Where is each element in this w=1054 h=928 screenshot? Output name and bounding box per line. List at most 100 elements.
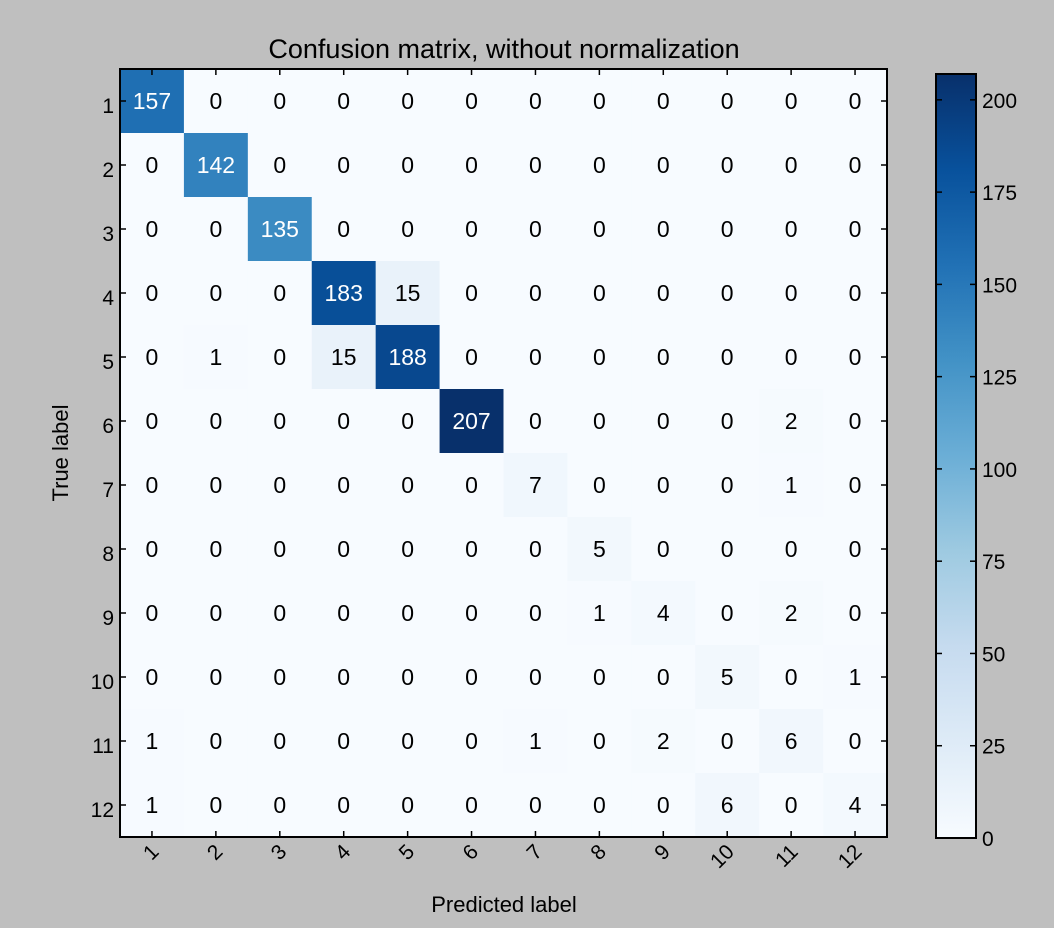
heatmap-cell xyxy=(247,69,313,134)
heatmap-cell xyxy=(759,517,824,582)
heatmap-cell xyxy=(311,261,377,326)
y-tick-label: 8 xyxy=(102,543,114,566)
heatmap-cell xyxy=(183,517,249,582)
heatmap-cell xyxy=(375,133,441,198)
y-axis-label: True label xyxy=(48,404,73,501)
cell-value-label: 0 xyxy=(401,664,414,690)
heatmap-cell xyxy=(439,645,505,710)
heatmap-cell xyxy=(503,709,569,774)
heatmap-cell xyxy=(567,389,632,454)
heatmap-cell xyxy=(247,197,313,262)
cell-value-label: 0 xyxy=(465,792,478,818)
colorbar-tick-label: 100 xyxy=(982,459,1017,482)
heatmap-cell-labels: 157 0 0 0 0 0 0 0 0 0 0 00 142 0 0 0 0 0 0 0 0 0 00 0 135 0 0 0 0 0 0 0… xyxy=(133,88,862,818)
cell-value-label: 1 xyxy=(785,472,798,498)
cell-value-label: 0 xyxy=(465,88,478,114)
heatmap-cell xyxy=(439,261,505,326)
heatmap-cell xyxy=(247,325,313,390)
cell-value-label: 2 xyxy=(785,408,798,434)
cell-value-label: 0 xyxy=(401,728,414,754)
cell-value-label: 0 xyxy=(657,472,670,498)
heatmap-cell xyxy=(120,581,185,646)
cell-value-label: 0 xyxy=(849,536,862,562)
cell-value-label: 0 xyxy=(146,216,159,242)
heatmap-cell xyxy=(503,133,569,198)
cell-value-label: 0 xyxy=(849,280,862,306)
heatmap-cell xyxy=(183,645,249,710)
heatmap-cell xyxy=(503,325,569,390)
colorbar-tick-label: 150 xyxy=(982,274,1017,297)
cell-value-label: 0 xyxy=(273,152,286,178)
cell-value-label: 0 xyxy=(273,600,286,626)
cell-value-label: 0 xyxy=(465,600,478,626)
y-tick-label: 7 xyxy=(102,479,114,502)
colorbar-tick-label: 75 xyxy=(982,551,1005,574)
heatmap-cell xyxy=(311,133,377,198)
cell-value-label: 0 xyxy=(657,88,670,114)
cell-value-label: 0 xyxy=(209,536,222,562)
heatmap-cell xyxy=(823,133,888,198)
heatmap-cell xyxy=(183,261,249,326)
cell-value-label: 1 xyxy=(146,792,159,818)
cell-value-label: 0 xyxy=(465,216,478,242)
heatmap-cell xyxy=(695,69,760,134)
cell-value-label: 0 xyxy=(785,152,798,178)
cell-value-label: 0 xyxy=(849,152,862,178)
heatmap-cell xyxy=(695,581,760,646)
heatmap-cell xyxy=(695,325,760,390)
cell-value-label: 0 xyxy=(721,408,734,434)
cell-value-label: 183 xyxy=(325,280,363,306)
heatmap-cell xyxy=(567,453,632,518)
cell-value-label: 0 xyxy=(209,88,222,114)
cell-value-label: 0 xyxy=(337,472,350,498)
cell-value-label: 0 xyxy=(209,216,222,242)
plot-frame xyxy=(119,68,888,838)
x-tick-label: 9 xyxy=(650,840,675,865)
cell-value-label: 0 xyxy=(401,408,414,434)
heatmap-cell xyxy=(823,197,888,262)
heatmap-cell xyxy=(695,773,760,838)
heatmap-cell xyxy=(567,709,632,774)
chart-title: Confusion matrix, without normalization xyxy=(268,34,739,64)
heatmap-cell xyxy=(823,517,888,582)
heatmap-cell xyxy=(247,517,313,582)
x-tick-label: 12 xyxy=(834,840,867,873)
colorbar xyxy=(935,73,977,839)
heatmap-cell xyxy=(823,453,888,518)
heatmap-cell xyxy=(375,453,441,518)
heatmap-cell xyxy=(631,645,696,710)
x-tick-label: 6 xyxy=(459,840,484,865)
colorbar-tick-label: 50 xyxy=(982,643,1005,666)
cell-value-label: 0 xyxy=(721,88,734,114)
cell-value-label: 0 xyxy=(465,664,478,690)
x-tick-label: 10 xyxy=(706,840,739,873)
heatmap-cell xyxy=(439,389,505,454)
heatmap-cell xyxy=(503,197,569,262)
heatmap-cell xyxy=(759,69,824,134)
cell-value-label: 0 xyxy=(209,280,222,306)
y-tick-label: 12 xyxy=(91,799,114,822)
heatmap-cell xyxy=(759,133,824,198)
cell-value-label: 0 xyxy=(849,344,862,370)
cell-value-label: 0 xyxy=(849,408,862,434)
cell-value-label: 0 xyxy=(721,472,734,498)
y-tick-label: 2 xyxy=(102,159,114,182)
cell-value-label: 0 xyxy=(593,280,606,306)
cell-value-label: 0 xyxy=(337,600,350,626)
heatmap-cell xyxy=(375,325,441,390)
heatmap-cell xyxy=(439,773,505,838)
cell-value-label: 0 xyxy=(785,88,798,114)
cell-value-label: 157 xyxy=(133,88,171,114)
cell-value-label: 0 xyxy=(146,472,159,498)
heatmap-cells xyxy=(120,69,888,838)
heatmap-cell xyxy=(375,261,441,326)
colorbar-tick-label: 125 xyxy=(982,367,1017,390)
cell-value-label: 0 xyxy=(529,152,542,178)
heatmap-cell xyxy=(503,453,569,518)
heatmap-cell xyxy=(120,453,185,518)
x-tick-label: 3 xyxy=(267,840,292,865)
heatmap-cell xyxy=(695,453,760,518)
cell-value-label: 0 xyxy=(593,728,606,754)
cell-value-label: 0 xyxy=(593,88,606,114)
